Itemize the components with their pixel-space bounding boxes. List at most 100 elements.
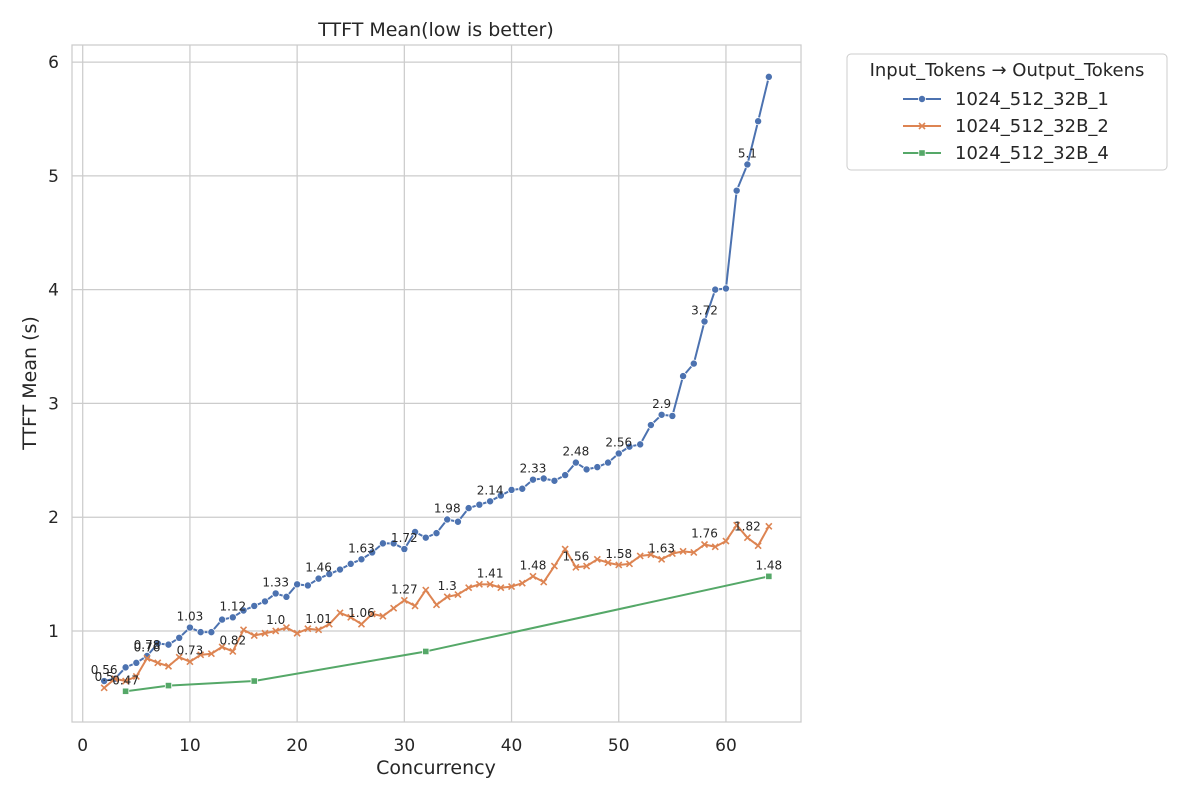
data-point [732, 186, 741, 195]
data-point [615, 561, 623, 569]
data-point [175, 653, 183, 661]
data-point [100, 677, 109, 686]
legend-label: 1024_512_32B_1 [955, 89, 1109, 110]
data-point [604, 559, 612, 567]
data-point [765, 522, 773, 530]
data-point [346, 559, 355, 568]
data-point [636, 552, 644, 560]
data-point [197, 651, 205, 659]
data-point [700, 540, 709, 549]
data-point [422, 647, 430, 656]
data-label: 1.82 [734, 520, 761, 534]
data-label: 1.46 [305, 561, 332, 575]
data-label: 2.33 [520, 462, 547, 476]
data-point [690, 548, 698, 557]
data-point [496, 491, 505, 500]
data-point [636, 440, 645, 449]
data-point [572, 563, 580, 571]
data-point [122, 677, 130, 685]
data-point [379, 612, 387, 620]
data-label: 0.73 [177, 644, 204, 658]
data-point [475, 500, 484, 509]
data-point [261, 629, 269, 637]
data-point [765, 572, 773, 580]
data-label: 0.76 [134, 640, 161, 654]
data-point [272, 627, 280, 635]
data-point [121, 663, 130, 672]
data-point [293, 580, 302, 589]
data-label: 1.76 [691, 527, 718, 541]
legend-box [846, 53, 1168, 171]
data-point [453, 517, 462, 526]
data-point [421, 533, 430, 542]
data-point [582, 465, 591, 474]
data-point [325, 570, 334, 579]
data-labels: 0.56 0.78 1.03 1.12 1.33 1.46 1.63 1.72 1.98 2.14… [91, 146, 782, 687]
data-label: 1.33 [262, 575, 289, 589]
series-2 [100, 521, 773, 692]
data-point [186, 658, 194, 666]
data-label: 0.47 [112, 673, 139, 687]
data-point [250, 631, 258, 640]
data-point [260, 597, 269, 606]
data-label: 2.56 [605, 435, 632, 449]
y-tick-label: 2 [48, 508, 59, 528]
data-point [743, 160, 752, 169]
data-point [228, 613, 237, 622]
data-point [764, 72, 773, 81]
data-point [486, 497, 495, 506]
data-label: 1.48 [755, 558, 782, 572]
data-point [250, 601, 259, 610]
data-point [550, 476, 559, 485]
data-point [368, 548, 377, 557]
data-point [132, 658, 141, 667]
x-tick-label: 50 [608, 736, 630, 756]
data-point [207, 650, 215, 658]
tick-labels: 0 10 20 30 40 50 60 1 2 3 4 5 6 [48, 53, 737, 756]
y-tick-label: 5 [48, 167, 59, 187]
data-point [239, 626, 248, 634]
data-point [282, 623, 290, 632]
data-point [647, 551, 655, 559]
data-label: 1.72 [391, 531, 418, 545]
data-point [518, 484, 527, 493]
data-point [357, 620, 366, 628]
data-point [164, 662, 173, 670]
data-point [529, 572, 537, 580]
data-point [668, 411, 677, 420]
data-point [646, 421, 655, 430]
data-point [689, 359, 698, 368]
data-point [390, 604, 398, 612]
x-tick-label: 10 [179, 736, 201, 756]
data-label: 1.41 [477, 566, 504, 580]
data-point [315, 626, 323, 634]
data-point [721, 284, 730, 293]
data-point [465, 584, 473, 592]
data-point [304, 625, 312, 633]
data-point [411, 527, 420, 536]
data-point [336, 565, 345, 574]
data-point [754, 542, 762, 550]
data-point [185, 623, 194, 632]
y-tick-label: 1 [48, 622, 59, 642]
data-point [700, 317, 709, 326]
data-point [250, 677, 258, 685]
data-point [378, 539, 387, 548]
legend-entries: 1024_512_32B_1 1024_512_32B_2 1024_512_32B… [903, 89, 1109, 164]
legend-label: 1024_512_32B_4 [955, 143, 1109, 164]
legend-marker [918, 122, 926, 130]
data-point [196, 628, 205, 637]
x-axis-title: Concurrency [376, 757, 496, 779]
data-label: 0.5 [95, 670, 114, 684]
data-point [239, 606, 248, 615]
data-label: 2.9 [652, 397, 671, 411]
data-point [507, 583, 516, 591]
legend-marker [918, 95, 927, 104]
legend-title: Input_Tokens → Output_Tokens [870, 60, 1145, 81]
data-label: 1.48 [520, 558, 547, 572]
data-point [218, 615, 227, 624]
legend-entry: 1024_512_32B_4 [903, 143, 1109, 164]
data-label: 1.06 [348, 606, 375, 620]
data-point [561, 545, 569, 553]
data-point [475, 580, 483, 588]
